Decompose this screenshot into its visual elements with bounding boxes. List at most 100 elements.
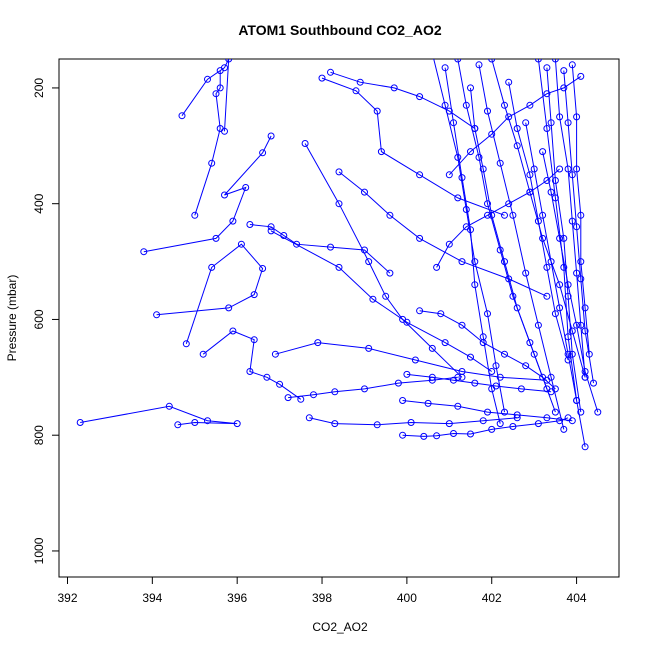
series-group <box>199 327 305 403</box>
data-point <box>450 376 457 384</box>
data-point <box>488 211 496 219</box>
data-point <box>386 269 394 277</box>
data-point <box>335 168 343 176</box>
data-point <box>471 379 479 387</box>
data-point <box>484 200 491 208</box>
data-point <box>399 431 407 439</box>
series-line <box>309 417 518 426</box>
series-group <box>560 67 597 387</box>
data-point <box>547 258 555 266</box>
data-point <box>250 291 258 299</box>
data-point <box>568 417 576 425</box>
data-point <box>411 356 419 364</box>
data-point <box>501 101 508 109</box>
data-point <box>458 321 466 329</box>
data-point <box>221 64 228 72</box>
data-point <box>501 211 508 219</box>
data-point <box>416 234 424 242</box>
data-point <box>467 353 474 361</box>
series-line <box>143 135 272 253</box>
data-point <box>581 327 589 335</box>
plot-area-frame <box>58 58 620 578</box>
data-point <box>513 125 521 132</box>
data-point <box>361 385 368 393</box>
series-group <box>441 64 504 428</box>
data-point <box>458 373 466 381</box>
data-point <box>471 281 479 289</box>
data-point <box>534 217 542 225</box>
series-group <box>568 61 593 358</box>
data-point <box>212 234 220 242</box>
series-group <box>140 132 275 256</box>
data-point <box>517 385 525 393</box>
data-point <box>505 78 513 86</box>
data-point <box>467 84 474 92</box>
x-tick-label: 404 <box>567 591 587 605</box>
data-point <box>534 321 542 329</box>
x-tick-label: 402 <box>482 591 502 605</box>
x-tick-label: 392 <box>57 591 77 605</box>
data-point <box>577 72 585 80</box>
data-point <box>539 373 547 381</box>
data-point <box>475 61 483 69</box>
data-point <box>428 373 436 381</box>
x-axis: 392 394 396 398 400 402 404 <box>57 577 587 605</box>
data-point <box>174 421 182 429</box>
data-point <box>441 64 449 72</box>
data-point <box>568 350 576 358</box>
data-point <box>267 132 275 140</box>
data-point <box>284 394 292 402</box>
data-point <box>522 119 530 127</box>
data-point <box>564 281 572 289</box>
data-point <box>259 265 267 272</box>
series-line <box>321 77 505 216</box>
data-point <box>246 221 254 228</box>
data-point <box>551 177 559 184</box>
data-point <box>399 397 407 404</box>
data-point <box>543 263 551 271</box>
data-point <box>204 417 211 425</box>
series-group <box>445 72 585 179</box>
data-point <box>331 420 339 428</box>
x-tick-label: 400 <box>397 591 417 605</box>
data-point <box>416 171 424 179</box>
data-point <box>594 408 602 416</box>
data-point <box>327 243 334 251</box>
data-point <box>560 84 568 92</box>
data-point <box>237 240 245 248</box>
data-point <box>539 148 547 156</box>
data-point <box>556 417 564 425</box>
data-point <box>433 263 441 271</box>
series-line <box>563 70 594 384</box>
data-point <box>471 258 479 266</box>
series-group <box>475 61 568 433</box>
data-point <box>76 419 84 426</box>
data-point <box>492 362 500 370</box>
data-point <box>335 200 343 208</box>
data-point <box>454 402 462 410</box>
data-point <box>416 307 424 315</box>
series-group <box>301 140 466 381</box>
data-point <box>382 292 390 300</box>
series-line <box>181 59 230 132</box>
series-group <box>539 148 602 416</box>
series-group <box>522 119 581 404</box>
data-point <box>581 443 589 451</box>
series-line <box>249 224 391 274</box>
data-point <box>560 67 568 75</box>
data-point <box>509 423 517 430</box>
data-point <box>484 408 491 416</box>
data-point <box>267 227 275 235</box>
data-point <box>573 223 581 231</box>
data-point <box>153 311 161 319</box>
series-group <box>433 165 564 271</box>
data-point <box>547 373 555 381</box>
series-line <box>571 64 590 355</box>
series-line <box>554 59 586 378</box>
data-point <box>522 269 530 277</box>
data-point <box>280 232 288 239</box>
data-point <box>522 362 530 370</box>
series-line <box>156 243 264 344</box>
data-point <box>501 258 508 266</box>
